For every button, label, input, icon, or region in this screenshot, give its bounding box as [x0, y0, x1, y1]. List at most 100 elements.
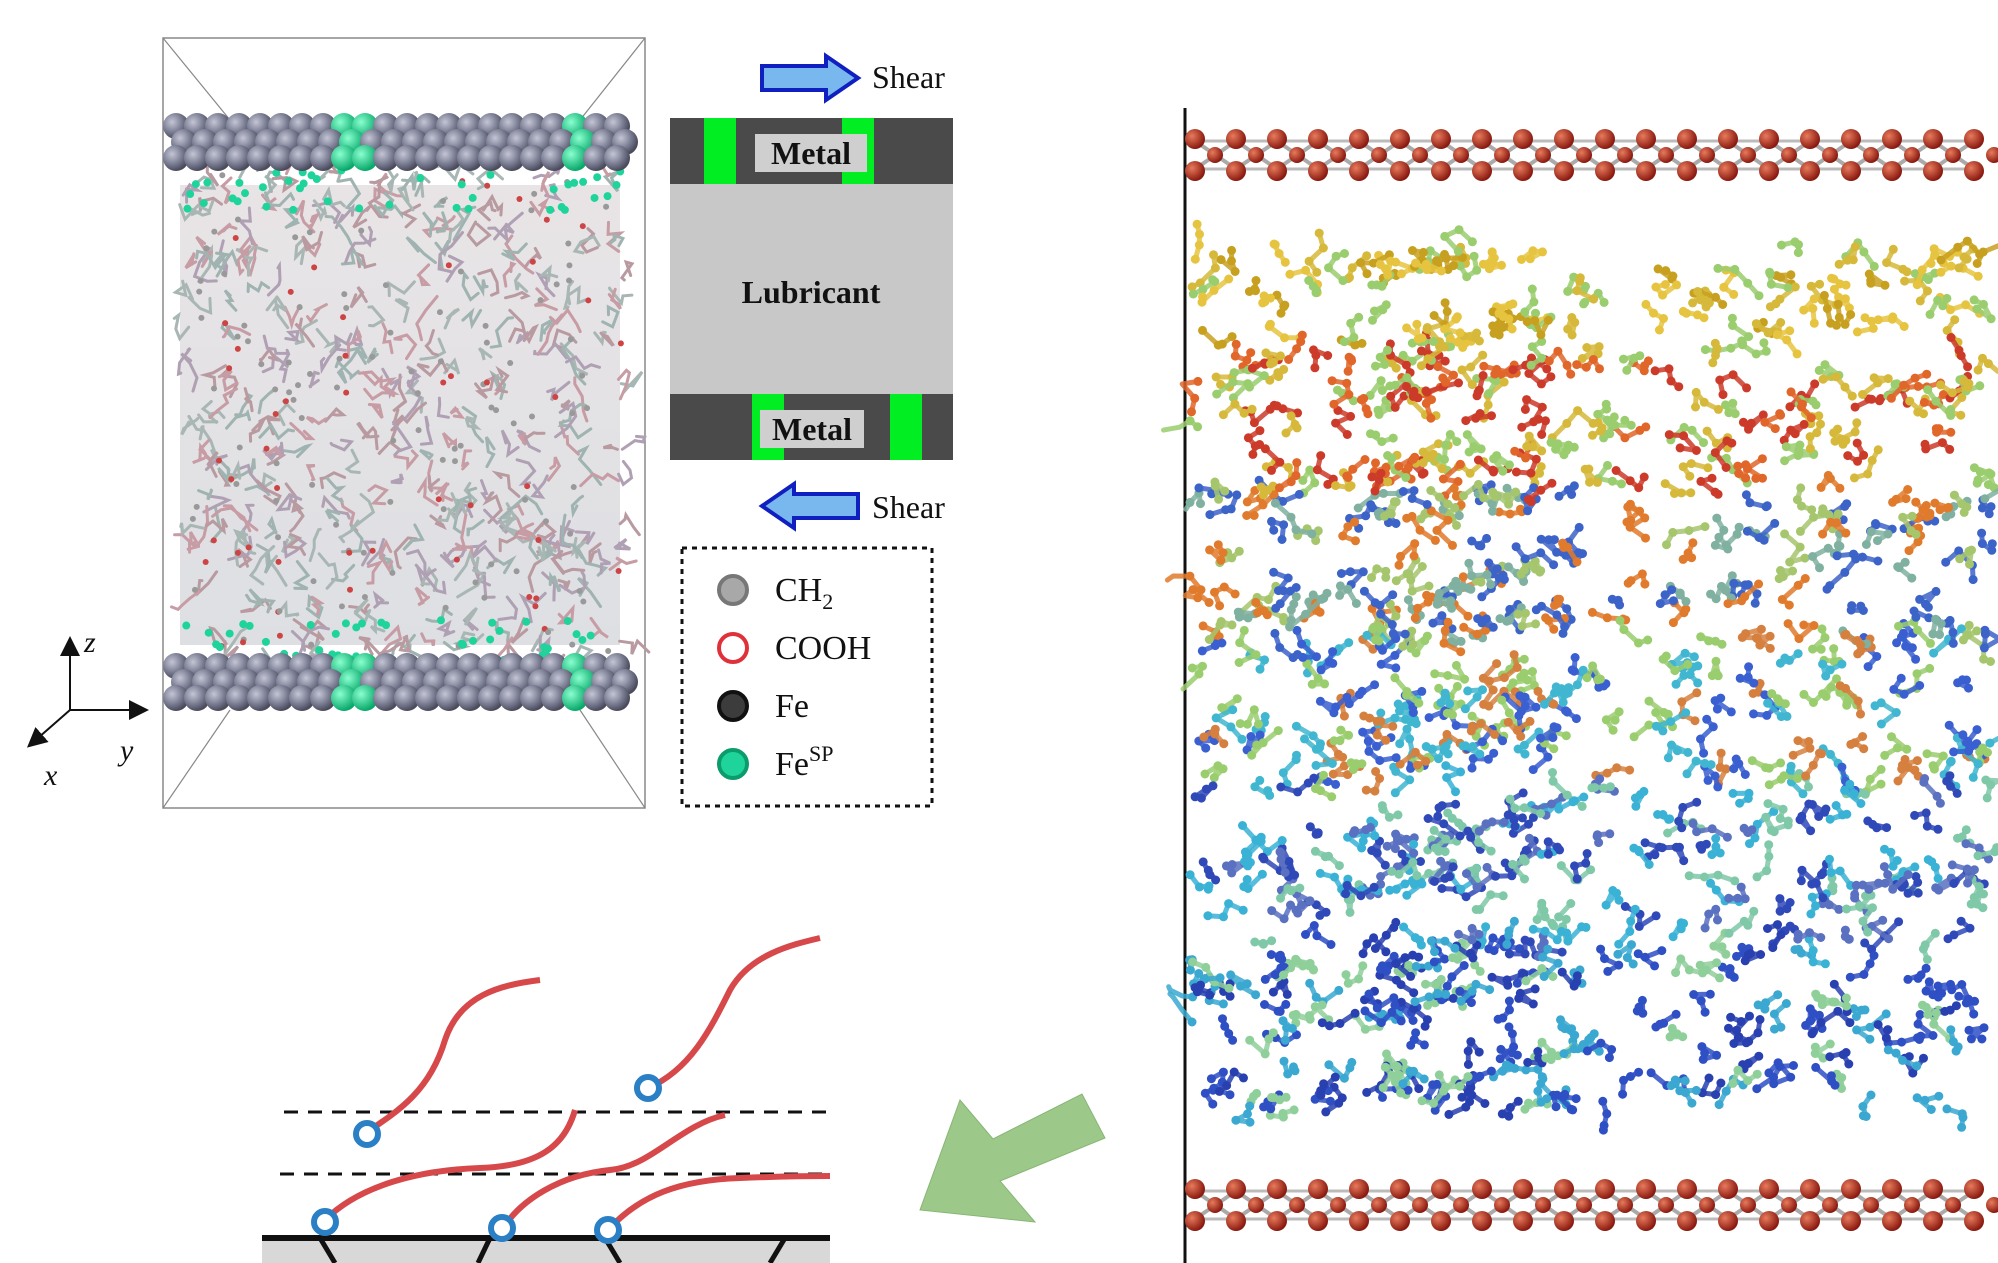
fe-sp-atom — [352, 623, 361, 632]
atom — [1502, 940, 1512, 949]
atom — [1961, 300, 1971, 310]
atom — [516, 196, 523, 203]
atom — [1922, 512, 1932, 522]
atom — [1472, 882, 1482, 892]
atom — [1252, 740, 1262, 750]
atom — [1350, 1008, 1360, 1018]
fe-atom — [1617, 147, 1633, 163]
atom — [1504, 708, 1514, 718]
atom — [1276, 980, 1286, 990]
atom — [1263, 485, 1273, 495]
fe-atom — [184, 685, 210, 711]
atom — [382, 282, 389, 289]
atom — [1537, 901, 1547, 911]
atom — [1736, 1017, 1746, 1026]
atom — [1898, 264, 1908, 274]
atom — [1409, 486, 1419, 496]
atom — [1977, 1034, 1987, 1044]
chain — [548, 307, 582, 334]
atom — [1934, 885, 1944, 895]
atom — [1452, 437, 1462, 447]
atom — [285, 359, 292, 366]
atom — [1952, 788, 1962, 798]
atom — [1251, 276, 1261, 285]
atom — [1530, 564, 1540, 574]
atom — [1570, 653, 1580, 662]
atom — [1588, 355, 1598, 364]
atom — [1497, 1109, 1507, 1119]
atom — [1201, 743, 1211, 753]
chain — [308, 527, 322, 563]
fe-sp-atom — [572, 630, 581, 639]
atom — [1397, 849, 1407, 859]
atom — [1903, 485, 1913, 494]
atom — [1946, 1025, 1956, 1035]
atom — [1556, 861, 1566, 871]
atom — [1961, 839, 1971, 849]
chain — [220, 176, 234, 205]
chain — [337, 177, 362, 212]
atom — [1532, 915, 1542, 925]
atom — [1334, 1098, 1344, 1108]
atom — [1872, 652, 1882, 661]
atom — [488, 404, 495, 411]
atom — [1913, 888, 1923, 898]
chain — [170, 590, 200, 612]
atom — [1907, 511, 1917, 521]
fe-atom — [1554, 129, 1574, 149]
atom — [1278, 768, 1288, 778]
fe-atom — [310, 685, 336, 711]
atom — [1829, 274, 1839, 284]
atom — [1556, 1015, 1565, 1025]
chain — [240, 597, 272, 614]
atom — [1487, 972, 1497, 982]
fe-sp-atom — [284, 176, 293, 185]
atom — [1441, 1082, 1451, 1092]
sp-site — [890, 394, 922, 460]
fe-sp-atom — [331, 145, 357, 171]
atom — [1201, 962, 1211, 972]
atom — [1806, 281, 1816, 291]
chain — [217, 369, 239, 393]
atom — [1353, 503, 1363, 513]
atom — [1406, 717, 1416, 727]
atom — [369, 547, 376, 554]
atom — [346, 586, 353, 593]
chain — [533, 341, 568, 360]
atom — [1619, 354, 1628, 364]
atom — [1514, 711, 1524, 721]
atom — [1537, 430, 1547, 439]
atom — [1977, 539, 1987, 549]
atom — [1520, 874, 1529, 884]
chain — [192, 247, 218, 283]
chain — [513, 272, 529, 293]
chain — [346, 345, 368, 365]
fe-sp-atom — [245, 621, 254, 630]
atom — [1912, 1093, 1922, 1103]
atom — [298, 415, 305, 422]
atom — [1386, 256, 1396, 266]
atom — [1681, 1088, 1690, 1098]
atom — [457, 442, 464, 449]
chain — [474, 375, 495, 400]
chain — [172, 279, 194, 301]
chain — [416, 357, 449, 378]
atom — [306, 229, 313, 236]
atom — [1218, 1014, 1227, 1024]
atom — [1809, 294, 1819, 304]
fe-sp-atom — [352, 685, 378, 711]
chain — [609, 232, 626, 248]
atom — [1926, 1105, 1936, 1114]
atom — [566, 277, 573, 284]
chain — [1369, 838, 1388, 868]
atom — [1804, 799, 1814, 809]
atom — [1370, 598, 1380, 608]
chain — [537, 264, 559, 283]
chain — [373, 192, 395, 219]
atom — [1949, 747, 1959, 757]
atom — [1429, 957, 1439, 967]
atom — [210, 537, 217, 544]
fe-sp-atom — [183, 204, 192, 213]
atom — [1817, 624, 1827, 634]
atom — [1919, 1053, 1928, 1063]
